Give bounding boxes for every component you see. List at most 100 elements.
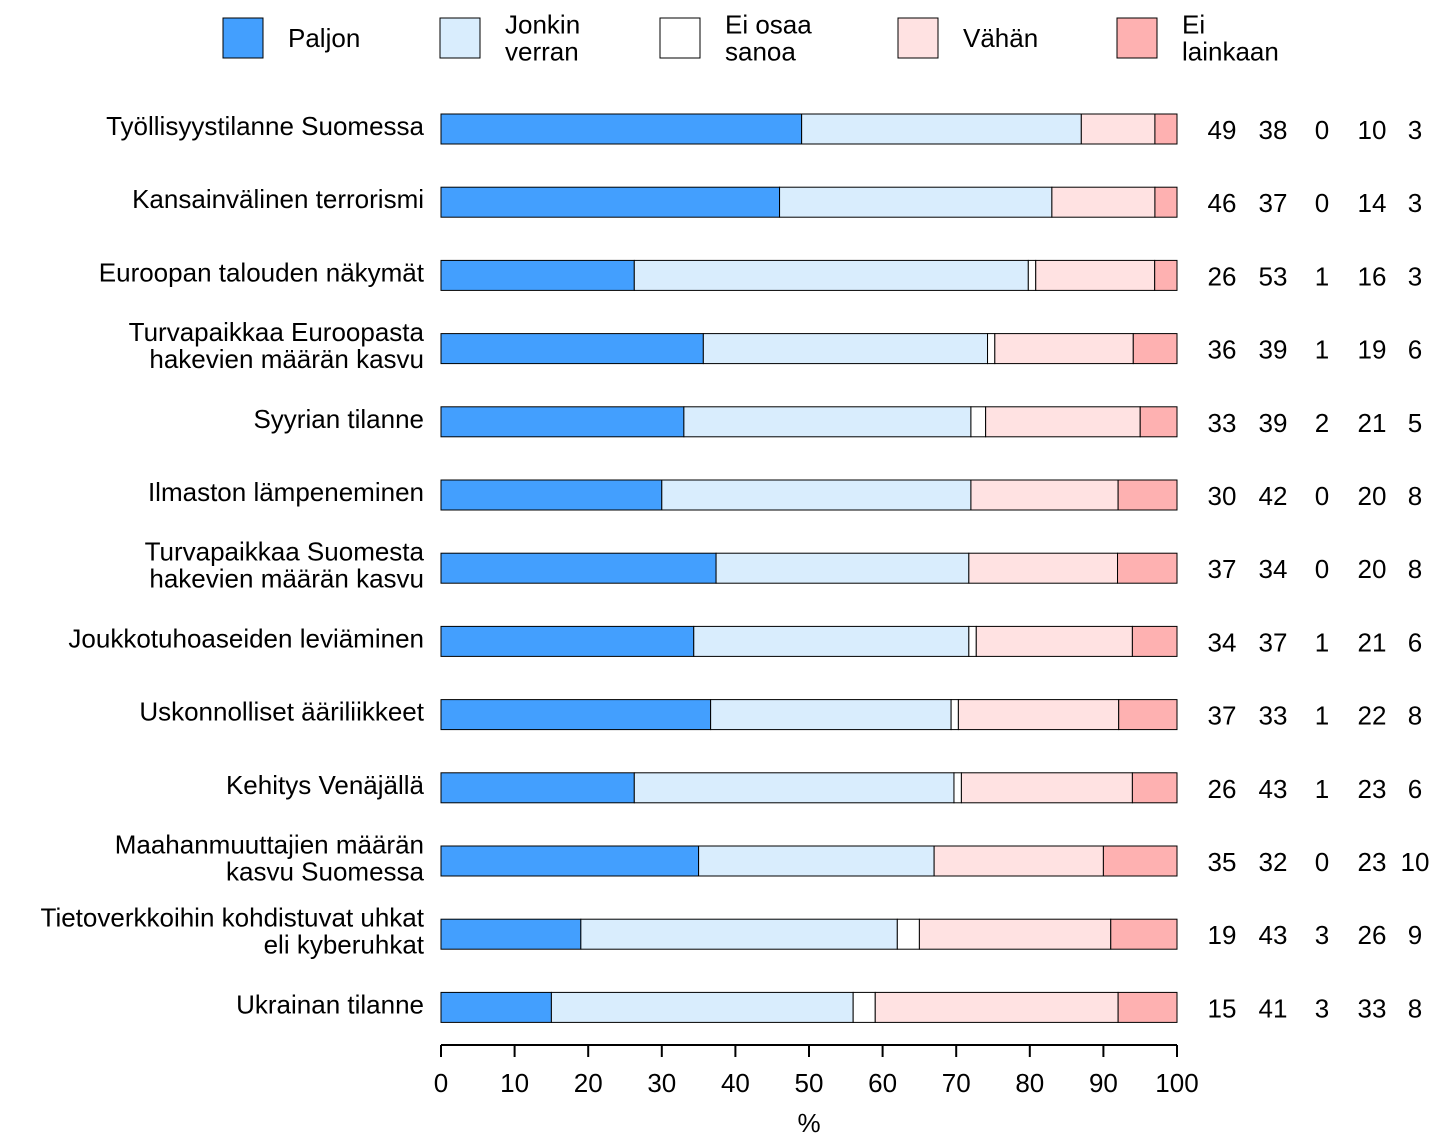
- value-label: 9: [1408, 920, 1422, 950]
- category-label-line: Joukkotuhoaseiden leviäminen: [68, 623, 424, 653]
- legend-label: Ei osaa sanoa: [725, 10, 812, 67]
- bar-segment: [918, 918, 1112, 950]
- category-label: Maahanmuuttajien määrän kasvu Suomessa: [115, 830, 425, 887]
- legend-label: Vähän: [963, 23, 1038, 53]
- x-tick-label: 40: [721, 1068, 750, 1098]
- value-label: 33: [1358, 993, 1387, 1023]
- bars: [440, 113, 1178, 1023]
- bar-segment: [960, 772, 1133, 804]
- category-label-line: eli kyberuhkat: [264, 930, 425, 960]
- value-label: 6: [1408, 335, 1422, 365]
- category-label-line: Euroopan talouden näkymät: [99, 257, 425, 287]
- value-label: 8: [1408, 481, 1422, 511]
- legend-swatch: [659, 17, 701, 59]
- bar-segment: [1102, 845, 1178, 877]
- value-label: 0: [1315, 481, 1329, 511]
- x-tick-label: 90: [1089, 1068, 1118, 1098]
- value-label: 26: [1208, 261, 1237, 291]
- x-tick-label: 30: [647, 1068, 676, 1098]
- bar-segment: [440, 479, 663, 511]
- x-tick-label: 80: [1015, 1068, 1044, 1098]
- category-label: Ukrainan tilanne: [236, 989, 424, 1019]
- value-label: 16: [1358, 261, 1387, 291]
- value-label: 32: [1259, 847, 1288, 877]
- legend-label-line: Paljon: [288, 23, 360, 53]
- value-label: 19: [1208, 920, 1237, 950]
- value-label: 10: [1401, 847, 1430, 877]
- value-label: 0: [1315, 115, 1329, 145]
- legend-label-line: Vähän: [963, 23, 1038, 53]
- bar-segment: [440, 845, 700, 877]
- x-tick-label: 100: [1155, 1068, 1198, 1098]
- value-label: 39: [1259, 408, 1288, 438]
- bar-segment: [779, 186, 1053, 218]
- value-label: 41: [1259, 993, 1288, 1023]
- value-labels: 49 38 0 10 346 37 0 14 326 53 1 16 336 39 1 19 633 39 2 21 5…: [1208, 115, 1430, 1023]
- value-label: 42: [1259, 481, 1288, 511]
- value-label: 35: [1208, 847, 1237, 877]
- value-label: 2: [1315, 408, 1329, 438]
- bar-segment: [985, 406, 1141, 438]
- category-label-line: Tietoverkkoihin kohdistuvat uhkat: [41, 903, 425, 933]
- value-label: 3: [1408, 115, 1422, 145]
- legend-label-line: Ei osaa: [725, 10, 812, 40]
- bar-segment: [693, 625, 970, 657]
- category-label: Turvapaikkaa Euroopasta hakevien määrän k…: [129, 317, 425, 374]
- bar-segment: [1051, 186, 1156, 218]
- bar-segment: [953, 772, 962, 804]
- value-label: 10: [1358, 115, 1387, 145]
- bar-segment: [1131, 772, 1178, 804]
- value-label: 22: [1358, 701, 1387, 731]
- bar-segment: [715, 552, 970, 584]
- legend-swatch: [897, 17, 939, 59]
- value-label: 3: [1315, 920, 1329, 950]
- value-label: 3: [1408, 188, 1422, 218]
- category-label: Tietoverkkoihin kohdistuvat uhkat eli kyb…: [41, 903, 425, 960]
- value-label: 34: [1208, 627, 1237, 657]
- bar-segment: [975, 625, 1133, 657]
- legend: Paljon Jonkin verran Ei osaa sanoa Vähän Ei lai…: [222, 10, 1279, 67]
- value-label: 15: [1208, 993, 1237, 1023]
- bar-segment: [1035, 259, 1156, 291]
- value-label: 37: [1259, 188, 1288, 218]
- bar-segment: [683, 406, 972, 438]
- bar-segment: [1080, 113, 1156, 145]
- bar-segment: [1154, 186, 1178, 218]
- category-label-line: hakevien määrän kasvu: [149, 344, 424, 374]
- value-label: 0: [1315, 554, 1329, 584]
- bar-segment: [1110, 918, 1178, 950]
- value-label: 6: [1408, 774, 1422, 804]
- value-label: 53: [1259, 261, 1288, 291]
- bar-segment: [633, 259, 1029, 291]
- value-label: 26: [1208, 774, 1237, 804]
- value-label: 23: [1358, 774, 1387, 804]
- bar-segment: [968, 625, 977, 657]
- value-label: 36: [1208, 335, 1237, 365]
- category-label-line: kasvu Suomessa: [226, 857, 425, 887]
- bar-segment: [440, 772, 635, 804]
- x-tick-label: 10: [500, 1068, 529, 1098]
- x-axis: 0 10 20 30 40 50 60 70 80 90 100%: [434, 1044, 1199, 1133]
- value-label: 30: [1208, 481, 1237, 511]
- value-label: 1: [1315, 335, 1329, 365]
- value-label: 6: [1408, 627, 1422, 657]
- category-label-line: Ilmaston lämpeneminen: [148, 477, 424, 507]
- category-label-line: Turvapaikkaa Euroopasta: [129, 317, 425, 347]
- value-label: 1: [1315, 627, 1329, 657]
- bar-segment: [970, 479, 1119, 511]
- x-tick-label: 20: [574, 1068, 603, 1098]
- value-label: 8: [1408, 554, 1422, 584]
- value-label: 26: [1358, 920, 1387, 950]
- value-label: 1: [1315, 701, 1329, 731]
- legend-label-line: Jonkin: [505, 10, 580, 40]
- bar-segment: [702, 333, 989, 365]
- value-label: 33: [1259, 701, 1288, 731]
- bar-segment: [1117, 991, 1178, 1023]
- x-axis-title: %: [797, 1108, 820, 1133]
- category-label: Kansainvälinen terrorismi: [132, 184, 424, 214]
- bar-segment: [801, 113, 1082, 145]
- bar-segment: [852, 991, 876, 1023]
- bar-segment: [550, 991, 854, 1023]
- value-label: 8: [1408, 993, 1422, 1023]
- bar-segment: [580, 918, 898, 950]
